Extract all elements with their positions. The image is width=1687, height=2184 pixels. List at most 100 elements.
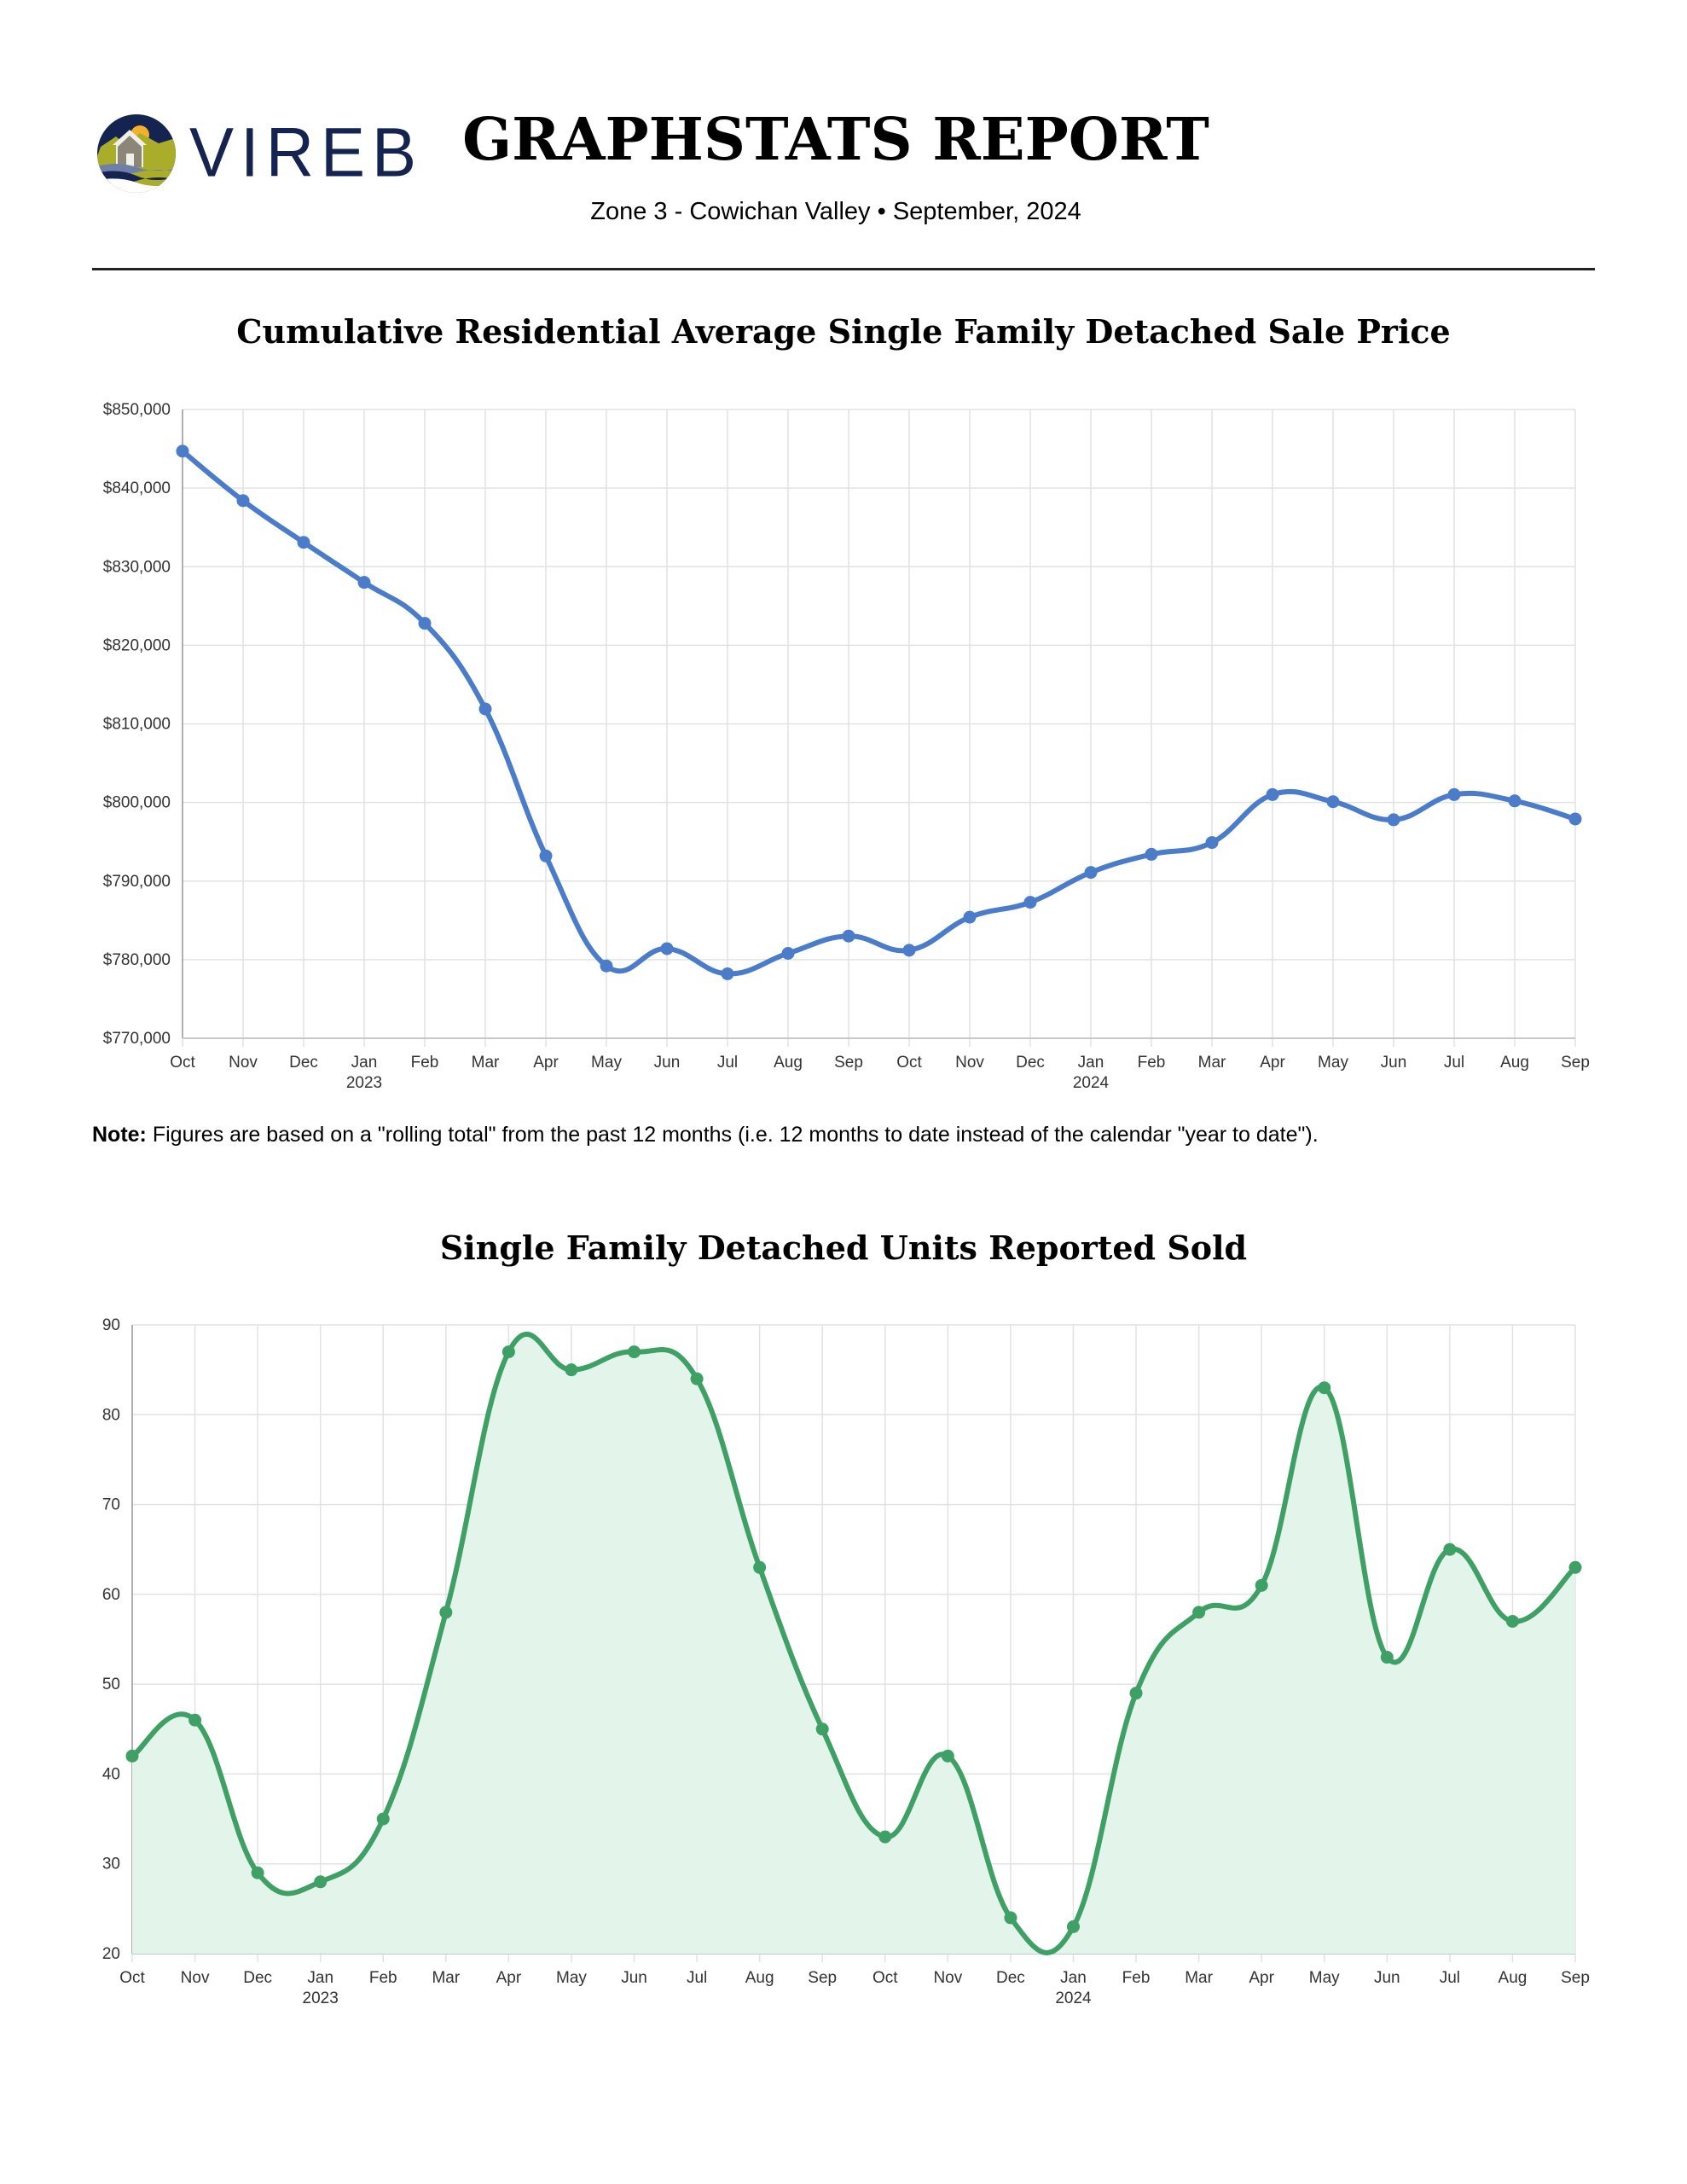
- x-tick-label: Apr: [1249, 1969, 1274, 1987]
- x-tick-label: Nov: [955, 1054, 984, 1072]
- x-tick-label: Dec: [996, 1969, 1025, 1987]
- x-tick-label: Jul: [687, 1969, 707, 1987]
- x-tick-label: Sep: [1561, 1054, 1590, 1072]
- data-point: [418, 617, 432, 630]
- data-point: [188, 1713, 202, 1727]
- y-tick-label: $790,000: [103, 873, 171, 891]
- data-point: [753, 1560, 767, 1574]
- data-point: [815, 1722, 829, 1736]
- data-point: [297, 536, 310, 549]
- x-tick-label: Jan: [351, 1054, 378, 1072]
- y-tick-label: $830,000: [103, 558, 171, 576]
- data-point: [125, 1749, 139, 1763]
- footnote-text: Figures are based on a "rolling total" f…: [146, 1123, 1319, 1147]
- vireb-logo-icon: [97, 114, 176, 193]
- sale-price-chart: $770,000 $780,000 $790,000 $800,000 $810,000…: [103, 401, 1590, 1092]
- x-tick-label: Mar: [1185, 1969, 1213, 1987]
- x-tick-label: Aug: [1500, 1054, 1529, 1072]
- x-tick-label: May: [591, 1054, 622, 1072]
- data-point: [1205, 836, 1219, 850]
- data-point: [628, 1345, 641, 1359]
- data-point: [1508, 794, 1522, 808]
- x-year-label: 2024: [1055, 1989, 1092, 2007]
- data-point: [1326, 795, 1340, 809]
- x-tick-label: Jul: [1444, 1054, 1464, 1072]
- x-tick-label: Jun: [1374, 1969, 1400, 1987]
- data-point: [660, 942, 674, 956]
- report-title: GRAPHSTATS REPORT: [462, 106, 1209, 174]
- series-line: [180, 448, 1578, 977]
- x-tick-label: Jun: [1381, 1054, 1407, 1072]
- data-point: [902, 944, 916, 957]
- data-point: [721, 967, 734, 980]
- data-point: [963, 910, 977, 924]
- y-tick-label: 80: [102, 1406, 120, 1424]
- data-point: [439, 1606, 453, 1619]
- x-tick-label: Jun: [621, 1969, 647, 1987]
- x-tick-label: Jun: [654, 1054, 681, 1072]
- y-tick-label: $780,000: [103, 951, 171, 969]
- x-tick-label: Aug: [774, 1054, 803, 1072]
- x-tick-label: Jul: [1440, 1969, 1460, 1987]
- data-point: [357, 576, 371, 590]
- x-tick-label: Aug: [1499, 1969, 1528, 1987]
- data-point: [1443, 1542, 1457, 1556]
- x-tick-label: Apr: [496, 1969, 522, 1987]
- data-point: [501, 1345, 515, 1359]
- logo-wordmark: VIREB: [189, 112, 424, 192]
- data-point: [1266, 787, 1279, 801]
- y-tick-label: 60: [102, 1586, 120, 1604]
- x-tick-label: May: [556, 1969, 587, 1987]
- data-point: [1447, 787, 1461, 801]
- data-point: [478, 702, 492, 716]
- x-tick-label: Dec: [1016, 1054, 1045, 1072]
- y-tick-label: $770,000: [103, 1030, 171, 1048]
- x-tick-label: Dec: [243, 1969, 272, 1987]
- x-tick-label: Jan: [1060, 1969, 1087, 1987]
- x-tick-label: Jan: [1078, 1054, 1104, 1072]
- data-point: [1255, 1578, 1268, 1592]
- data-point: [690, 1372, 704, 1385]
- x-year-label: 2023: [303, 1989, 339, 2007]
- chart-title-units-sold: Single Family Detached Units Reported So…: [439, 1228, 1248, 1267]
- chart-title-sale-price: Cumulative Residential Average Single Fa…: [236, 312, 1451, 351]
- x-tick-label: Mar: [1198, 1054, 1226, 1072]
- x-tick-label: Sep: [808, 1969, 837, 1987]
- x-tick-label: Nov: [933, 1969, 962, 1987]
- x-tick-label: Mar: [472, 1054, 500, 1072]
- data-point: [781, 947, 795, 961]
- y-tick-label: 70: [102, 1496, 120, 1514]
- y-tick-label: 40: [102, 1765, 120, 1783]
- data-point: [565, 1363, 578, 1377]
- x-tick-label: Oct: [119, 1969, 145, 1987]
- y-tick-label: $800,000: [103, 794, 171, 812]
- x-tick-label: Apr: [533, 1054, 559, 1072]
- y-tick-label: 30: [102, 1856, 120, 1873]
- data-point: [1192, 1606, 1206, 1619]
- y-tick-label: $820,000: [103, 636, 171, 654]
- x-tick-label: Sep: [1561, 1969, 1590, 1987]
- x-year-label: 2023: [346, 1074, 382, 1092]
- x-tick-label: Oct: [170, 1054, 195, 1072]
- data-point: [941, 1749, 954, 1763]
- report-header: VIREB GRAPHSTATS REPORT Zone 3 - Cowicha…: [0, 0, 1687, 273]
- data-point: [1568, 1560, 1582, 1574]
- data-point: [376, 1812, 390, 1826]
- units-sold-chart: 20 30 40 50 60 70 80 90 Oct Nov Dec Jan 2023 Feb Mar Ap…: [102, 1316, 1590, 2007]
- header-divider: [92, 268, 1595, 270]
- data-point: [1145, 847, 1158, 861]
- x-tick-label: Sep: [834, 1054, 863, 1072]
- x-tick-label: Oct: [872, 1969, 898, 1987]
- y-tick-label: 90: [102, 1316, 120, 1334]
- data-point: [314, 1875, 328, 1889]
- y-tick-label: 20: [102, 1945, 120, 1963]
- footnote-label: Note:: [92, 1123, 147, 1147]
- x-tick-label: Mar: [432, 1969, 460, 1987]
- report-subtitle: Zone 3 - Cowichan Valley • September, 20…: [590, 198, 1081, 225]
- data-point: [600, 959, 613, 973]
- x-tick-label: Feb: [1138, 1054, 1166, 1072]
- data-point: [1568, 812, 1582, 826]
- x-tick-label: Dec: [289, 1054, 318, 1072]
- x-tick-label: Aug: [745, 1969, 774, 1987]
